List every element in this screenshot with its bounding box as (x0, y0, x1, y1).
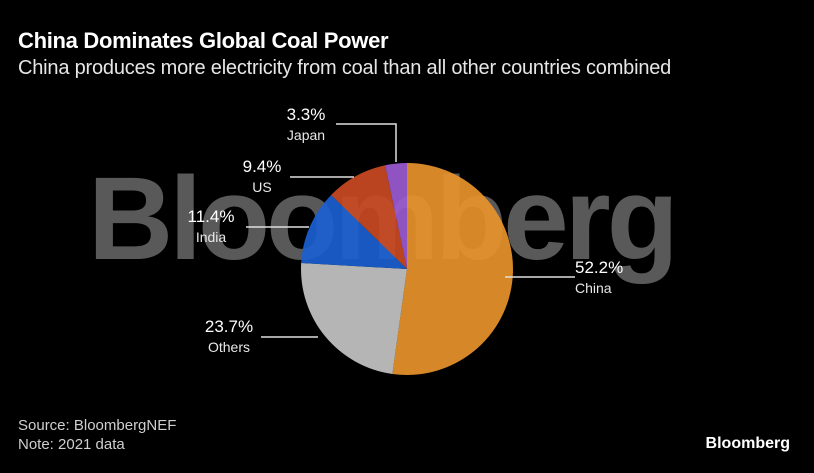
chart-subtitle: China produces more electricity from coa… (18, 57, 672, 79)
label-india-name: India (195, 229, 227, 245)
pie-slices (301, 163, 513, 375)
pie-slice-india (301, 194, 407, 269)
label-us-value: 9.4% (242, 157, 282, 176)
pie-slice-china (392, 163, 513, 375)
label-japan: 3.3% Japan (274, 105, 338, 143)
leader-line-japan (336, 123, 397, 162)
label-us-name: US (252, 179, 272, 195)
label-china-value: 52.2% (575, 258, 624, 277)
label-china-name: China (575, 280, 612, 296)
pie-slice-others (301, 263, 407, 374)
pie-slice-japan (385, 163, 407, 269)
bloomberg-logo: Bloomberg (705, 435, 790, 452)
leader-lines (246, 123, 575, 338)
label-japan-name: Japan (286, 127, 326, 143)
label-china: 52.2% China (575, 258, 645, 296)
chart-title: China Dominates Global Coal Power (18, 28, 389, 53)
pie-slice-us (331, 165, 407, 269)
label-others-name: Others (207, 339, 250, 355)
label-india: 11.4% India (178, 207, 244, 245)
label-us: 9.4% US (234, 157, 290, 195)
note-text: Note: 2021 data (18, 436, 125, 453)
label-japan-value: 3.3% (286, 105, 326, 124)
source-text: Source: BloombergNEF (18, 417, 177, 434)
label-others-value: 23.7% (204, 317, 254, 336)
label-others: 23.7% Others (196, 317, 262, 355)
label-india-value: 11.4% (187, 207, 235, 226)
footer-notes: Source: BloombergNEF Note: 2021 data (18, 416, 176, 454)
